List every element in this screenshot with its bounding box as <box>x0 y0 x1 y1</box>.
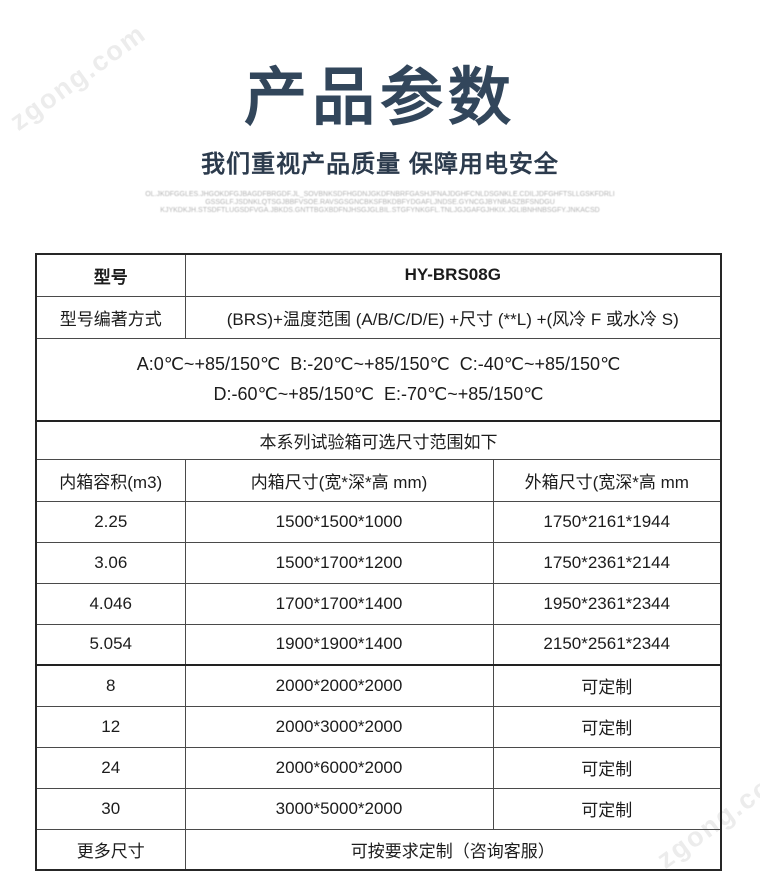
size-note-cell: 本系列试验箱可选尺寸范围如下 <box>35 420 722 460</box>
table-row-model: 型号 HY-BRS08G <box>35 253 722 297</box>
cell-outer-size: 1950*2361*2344 <box>492 582 722 625</box>
cell-outer-size: 1750*2161*1944 <box>492 500 722 543</box>
cell-volume: 5.054 <box>35 623 186 666</box>
cell-outer-size: 可定制 <box>492 787 722 830</box>
temp-range-line-2: D:-60℃~+85/150℃ E:-70℃~+85/150℃ <box>213 383 544 404</box>
table-row: 2.25 1500*1500*1000 1750*2161*1944 <box>35 500 722 543</box>
cell-inner-size: 3000*5000*2000 <box>184 787 494 830</box>
table-row: 24 2000*6000*2000 可定制 <box>35 746 722 789</box>
table-row: 12 2000*3000*2000 可定制 <box>35 705 722 748</box>
cell-volume: 4.046 <box>35 582 186 625</box>
cell-inner-size: 2000*2000*2000 <box>184 664 494 707</box>
cell-volume: 12 <box>35 705 186 748</box>
col-header-inner-size: 内箱尺寸(宽*深*高 mm) <box>184 458 494 502</box>
cell-volume: 24 <box>35 746 186 789</box>
temp-range-lines: A:0℃~+85/150℃ B:-20℃~+85/150℃ C:-40℃~+85… <box>37 354 720 405</box>
table-row: 5.054 1900*1900*1400 2150*2561*2344 <box>35 623 722 666</box>
spec-table: 型号 HY-BRS08G 型号编著方式 (BRS)+温度范围 (A/B/C/D/… <box>35 253 722 871</box>
cell-inner-size: 1500*1700*1200 <box>184 541 494 584</box>
temp-range-line-1: A:0℃~+85/150℃ B:-20℃~+85/150℃ C:-40℃~+85… <box>136 353 621 374</box>
table-row-naming: 型号编著方式 (BRS)+温度范围 (A/B/C/D/E) +尺寸 (**L) … <box>35 295 722 339</box>
cell-volume: 8 <box>35 664 186 707</box>
cell-inner-size: 2000*3000*2000 <box>184 705 494 748</box>
naming-value-cell: (BRS)+温度范围 (A/B/C/D/E) +尺寸 (**L) +(风冷 F … <box>184 295 722 339</box>
page-subtitle: 我们重视产品质量 保障用电安全 <box>201 151 559 178</box>
cell-outer-size: 可定制 <box>492 746 722 789</box>
cell-inner-size: 1900*1900*1400 <box>184 623 494 666</box>
table-row-column-headers: 内箱容积(m3) 内箱尺寸(宽*深*高 mm) 外箱尺寸(宽深*高 mm <box>35 458 722 502</box>
model-value-cell: HY-BRS08G <box>184 253 722 297</box>
table-row: 30 3000*5000*2000 可定制 <box>35 787 722 830</box>
fine-print-line: OL.JKDFGGLES.JHGOKDFGJBAGDFBRGDF.JL_SOVB… <box>145 191 615 198</box>
table-row: 4.046 1700*1700*1400 1950*2361*2344 <box>35 582 722 625</box>
col-header-outer-size: 外箱尺寸(宽深*高 mm <box>492 458 722 502</box>
page-title: 产品参数 <box>244 63 516 133</box>
fine-print-line: GSSGLF.JSDNKLQTSGJBBFVSOE.RAVSGSGNCBKSFB… <box>205 199 555 206</box>
table-row-size-note: 本系列试验箱可选尺寸范围如下 <box>35 420 722 460</box>
cell-inner-size: 2000*6000*2000 <box>184 746 494 789</box>
fine-print: OL.JKDFGGLES.JHGOKDFGJBAGDFBRGDF.JL_SOVB… <box>0 191 760 215</box>
more-sizes-value-cell: 可按要求定制（咨询客服） <box>184 828 722 871</box>
header-block: 产品参数 我们重视产品质量 保障用电安全 OL.JKDFGGLES.JHGOKD… <box>0 0 760 215</box>
model-label-cell: 型号 <box>35 253 186 297</box>
table-row-temp-ranges: A:0℃~+85/150℃ B:-20℃~+85/150℃ C:-40℃~+85… <box>35 337 722 422</box>
cell-outer-size: 可定制 <box>492 705 722 748</box>
cell-volume: 2.25 <box>35 500 186 543</box>
table-row: 3.06 1500*1700*1200 1750*2361*2144 <box>35 541 722 584</box>
table-row: 8 2000*2000*2000 可定制 <box>35 664 722 707</box>
cell-outer-size: 2150*2561*2344 <box>492 623 722 666</box>
cell-volume: 30 <box>35 787 186 830</box>
cell-inner-size: 1700*1700*1400 <box>184 582 494 625</box>
cell-inner-size: 1500*1500*1000 <box>184 500 494 543</box>
col-header-volume: 内箱容积(m3) <box>35 458 186 502</box>
more-sizes-label-cell: 更多尺寸 <box>35 828 186 871</box>
naming-label-cell: 型号编著方式 <box>35 295 186 339</box>
cell-outer-size: 可定制 <box>492 664 722 707</box>
cell-outer-size: 1750*2361*2144 <box>492 541 722 584</box>
temp-range-cell: A:0℃~+85/150℃ B:-20℃~+85/150℃ C:-40℃~+85… <box>35 337 722 422</box>
cell-volume: 3.06 <box>35 541 186 584</box>
fine-print-line: KJYKDKJH.STSDFTLUGSDFVGA.JBKDS.GNTTBGXBD… <box>160 207 600 214</box>
table-row-more-sizes: 更多尺寸 可按要求定制（咨询客服） <box>35 828 722 871</box>
